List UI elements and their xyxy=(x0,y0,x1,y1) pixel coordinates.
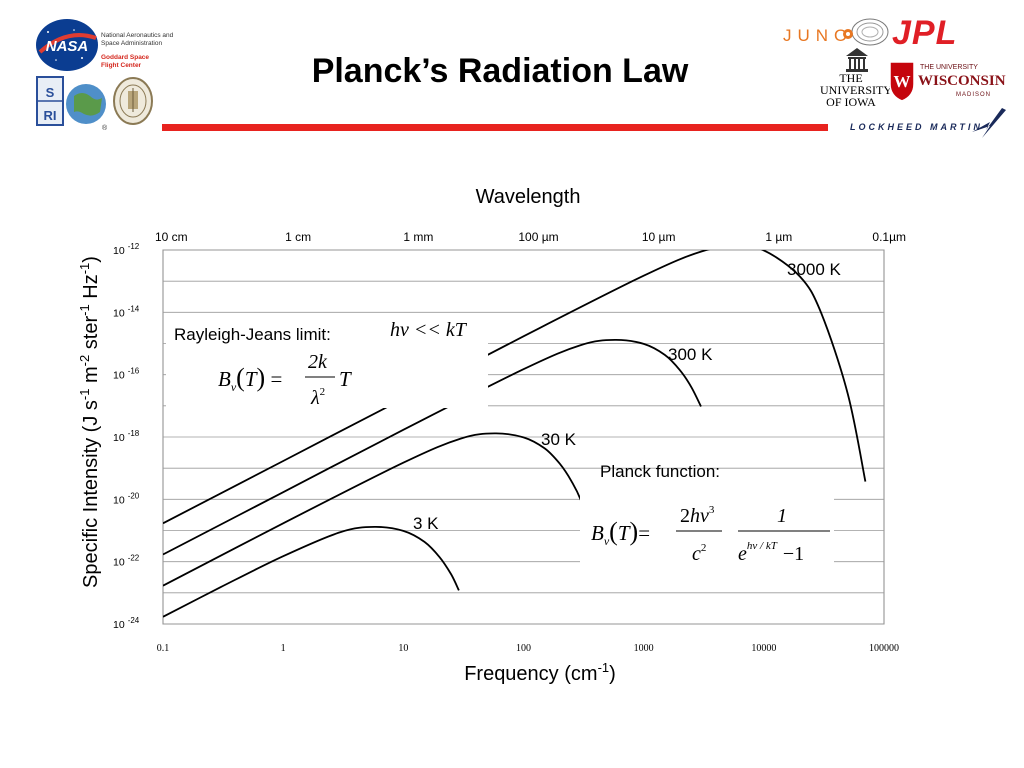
rj-condition: hν << kT xyxy=(390,319,468,341)
wisconsin-crest-icon: W xyxy=(888,60,916,107)
iowa-line-3: OF IOWA xyxy=(826,95,876,109)
y-tick-label: 10 -12 xyxy=(113,242,140,257)
nasa-line-2: Space Administration xyxy=(101,40,163,47)
rayleigh-jeans-equation: hν << kT Bν(T) = 2k λ2 T xyxy=(218,319,468,409)
x-axis-label-sup: -1 xyxy=(598,660,610,675)
iowa-building-icon xyxy=(846,48,868,77)
x-tick-label: 10000 xyxy=(751,643,776,654)
series-layer xyxy=(163,250,867,618)
svg-text:Bν(T) =: Bν(T) = xyxy=(218,363,282,394)
slide-title: Planck’s Radiation Law xyxy=(311,52,689,90)
x-tick-label: 0.1 xyxy=(157,643,170,654)
wisconsin-small-text: THE UNIVERSITY xyxy=(920,64,978,71)
y-tick-label: 10 -16 xyxy=(113,367,140,382)
x-tick-label: 100000 xyxy=(869,643,899,654)
curve-label-3k: 3 K xyxy=(413,514,439,533)
series-line-3000k xyxy=(163,250,867,525)
swri-registered-mark: ® xyxy=(102,124,108,132)
iowa-logo-text: THE UNIVERSITY OF IOWA xyxy=(820,71,892,109)
wavelength-axis-title: Wavelength xyxy=(476,186,581,208)
y-tick-label: 10 -18 xyxy=(113,429,140,444)
y-tick-label: 10 -24 xyxy=(113,616,140,631)
wisconsin-sub-text: MADISON xyxy=(956,92,992,98)
wavelength-tick-label: 1 cm xyxy=(285,230,311,244)
nasa-org-text: National Aeronautics and Space Administr… xyxy=(101,32,173,70)
planck-function-equation: Bν(T)= 2hν3 c2 1 ehν / kT −1 xyxy=(580,492,834,572)
title-underline xyxy=(162,124,828,131)
nasa-badge-text: NASA xyxy=(46,38,89,55)
series-line-300k xyxy=(163,338,702,556)
nasa-line-1: National Aeronautics and xyxy=(101,32,174,39)
juno-logo-text: JUNO xyxy=(783,26,854,45)
svg-text:Bν(T)=: Bν(T)= xyxy=(591,517,650,548)
curve-label-300k: 300 K xyxy=(668,345,713,364)
svg-text:2hν3: 2hν3 xyxy=(680,504,715,527)
series-line-3k xyxy=(163,525,460,618)
wavelength-tick-label: 1 mm xyxy=(403,230,433,244)
iowa-line-1: THE xyxy=(839,71,863,85)
frequency-tick-labels: 0.1 1 10 100 1000 10000 100000 xyxy=(157,643,899,654)
y-tick-label: 10 -14 xyxy=(113,304,140,319)
nasa-logo: NASA xyxy=(34,18,100,77)
lockheed-star-icon xyxy=(972,108,1008,143)
x-axis-label-end: ) xyxy=(609,663,616,685)
curve-label-30k: 30 K xyxy=(541,430,577,449)
lockheed-martin-logo-text: LOCKHEED MARTIN xyxy=(850,122,983,132)
wavelength-tick-label: 0.1µm xyxy=(872,230,906,244)
wavelength-tick-label: 1 µm xyxy=(765,230,792,244)
wavelength-tick-label: 100 µm xyxy=(518,230,558,244)
svg-text:RI: RI xyxy=(44,108,57,123)
svg-text:2k: 2k xyxy=(308,351,328,373)
y-tick-label: 10 -22 xyxy=(113,554,140,569)
rayleigh-jeans-backdrop xyxy=(166,318,488,408)
x-tick-label: 10 xyxy=(398,643,408,654)
wavelength-tick-labels: 10 cm 1 cm 1 mm 100 µm 10 µm 1 µm 0.1µm xyxy=(155,230,906,244)
y-tick-label: 10 -20 xyxy=(113,491,140,506)
gsfc-line-1: Goddard Space xyxy=(101,54,150,61)
swri-logo: S RI ® xyxy=(36,76,108,137)
svg-text:S: S xyxy=(46,85,55,100)
y-axis-label: Specific Intensity (J s-1 m-2 ster-1 Hz-… xyxy=(77,256,102,588)
svg-text:T: T xyxy=(339,367,352,391)
x-tick-label: 1 xyxy=(281,643,286,654)
gsfc-line-2: Flight Center xyxy=(101,62,142,69)
svg-text:W: W xyxy=(894,72,911,91)
rayleigh-jeans-label: Rayleigh-Jeans limit: xyxy=(174,325,331,344)
intensity-tick-labels: 10-12 10-14 10-16 10-18 10-20 10-22 10-24 xyxy=(113,242,140,631)
x-tick-label: 100 xyxy=(516,643,531,654)
curve-label-3000k: 3000 K xyxy=(787,260,842,279)
wavelength-tick-label: 10 µm xyxy=(642,230,676,244)
jpl-logo-text: JPL xyxy=(892,14,958,52)
svg-text:1: 1 xyxy=(777,505,787,527)
x-tick-label: 1000 xyxy=(634,643,654,654)
iowa-line-2: UNIVERSITY xyxy=(820,83,892,97)
x-axis-label: Frequency (cm-1) xyxy=(464,660,616,685)
planck-function-label: Planck function: xyxy=(600,462,720,481)
juno-spacecraft-icon xyxy=(838,16,890,57)
wisconsin-logo-text: WISCONSIN xyxy=(918,73,1006,89)
x-axis-label-base: Frequency (cm xyxy=(464,663,597,685)
jhu-apl-seal-icon xyxy=(112,76,154,131)
wavelength-tick-label: 10 cm xyxy=(155,230,188,244)
